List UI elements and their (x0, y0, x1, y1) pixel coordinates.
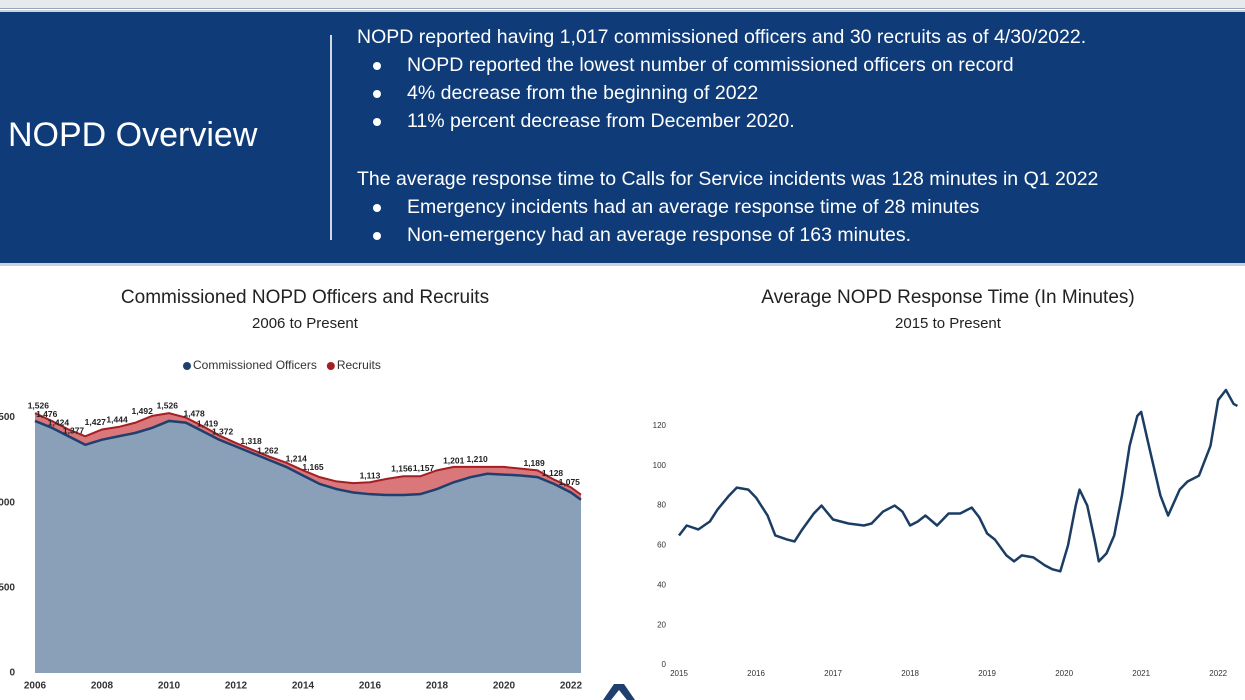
y-tick-label: 0 (9, 668, 15, 679)
data-label: 1,075 (559, 477, 581, 487)
recruits-line (34, 412, 582, 496)
header-title: NOPD Overview (8, 116, 258, 154)
bullet-dot (373, 204, 381, 212)
data-label: 1,214 (286, 454, 308, 464)
data-label: 1,201 (443, 456, 465, 466)
x-tick-label: 2022 (560, 681, 583, 692)
data-label: 1,526 (157, 400, 179, 410)
logo (603, 684, 635, 700)
legend-marker (326, 362, 335, 370)
recruits-area (35, 413, 581, 500)
top-stripe (0, 0, 1245, 9)
x-tick-label: 2008 (91, 681, 114, 692)
data-label: 1,478 (183, 409, 205, 419)
x-tick-label: 2014 (292, 681, 315, 692)
bullet-dot (373, 118, 381, 126)
x-tick-label: 2018 (901, 669, 919, 678)
officers-area (35, 420, 581, 673)
x-tick-label: 2019 (978, 669, 996, 678)
bullet: Non-emergency had an average response of… (407, 224, 912, 246)
x-tick-label: 2012 (225, 681, 248, 692)
x-tick-label: 2022 (1209, 669, 1227, 678)
y-tick-label: 0 (662, 660, 667, 669)
data-label: 1,262 (257, 445, 279, 455)
bullet: 4% decrease from the beginning of 2022 (407, 82, 759, 104)
data-label: 1,526 (28, 400, 50, 410)
x-tick-label: 2018 (426, 681, 449, 692)
data-label: 1,476 (36, 409, 58, 419)
header-band (0, 10, 1245, 266)
data-label: 1,372 (212, 427, 234, 437)
data-label: 1,113 (360, 471, 381, 481)
data-label: 1,318 (240, 436, 262, 446)
legend-label: Recruits (337, 358, 381, 372)
officers-line (34, 419, 582, 501)
x-tick-label: 2020 (493, 681, 516, 692)
paragraph: NOPD reported having 1,017 commissioned … (357, 26, 1087, 48)
data-label: 1,377 (63, 426, 85, 436)
y-tick-label: 100 (653, 461, 667, 470)
divider (330, 35, 332, 240)
line (678, 388, 1239, 573)
x-tick-label: 2020 (1055, 669, 1073, 678)
y-tick-label: 500 (0, 582, 15, 593)
data-label: 1,157 (413, 463, 435, 473)
bullet: Emergency incidents had an average respo… (407, 196, 980, 218)
y-tick-label: 120 (653, 421, 667, 430)
bullet: 11% percent decrease from December 2020. (407, 110, 795, 132)
x-tick-label: 2016 (747, 669, 765, 678)
x-tick-label: 2015 (670, 669, 688, 678)
x-tick-label: 2016 (359, 681, 382, 692)
data-label: 1,419 (197, 419, 219, 429)
bullet-dot (373, 90, 381, 98)
y-tick-label: 40 (657, 580, 666, 589)
y-tick-label: 1,500 (0, 412, 15, 423)
legend-marker (183, 362, 191, 370)
data-label: 1,128 (542, 468, 564, 478)
chart-subtitle: 2006 to Present (252, 315, 359, 332)
data-label: 1,210 (467, 454, 489, 464)
data-label: 1,189 (523, 458, 545, 468)
x-tick-label: 2021 (1132, 669, 1150, 678)
chart-subtitle: 2015 to Present (895, 315, 1002, 332)
data-label: 1,444 (106, 414, 128, 424)
data-label: 1,492 (132, 406, 154, 416)
x-tick-label: 2006 (24, 681, 47, 692)
bullet-dot (373, 232, 381, 240)
data-label: 1,156 (391, 463, 413, 473)
bullet: NOPD reported the lowest number of commi… (407, 54, 1014, 76)
y-tick-label: 1,000 (0, 497, 15, 508)
y-tick-label: 20 (657, 620, 666, 629)
data-label: 1,424 (48, 418, 70, 428)
x-tick-label: 2017 (824, 669, 842, 678)
x-tick-label: 2010 (158, 681, 181, 692)
paragraph: The average response time to Calls for S… (357, 168, 1099, 190)
chart-title: Commissioned NOPD Officers and Recruits (121, 287, 489, 308)
bullet-dot (373, 62, 381, 70)
legend-label: Commissioned Officers (193, 358, 317, 372)
data-label: 1,165 (302, 462, 324, 472)
y-tick-label: 80 (657, 501, 666, 510)
data-label: 1,427 (85, 417, 107, 427)
y-tick-label: 60 (657, 541, 666, 550)
chart-title: Average NOPD Response Time (In Minutes) (761, 287, 1134, 308)
